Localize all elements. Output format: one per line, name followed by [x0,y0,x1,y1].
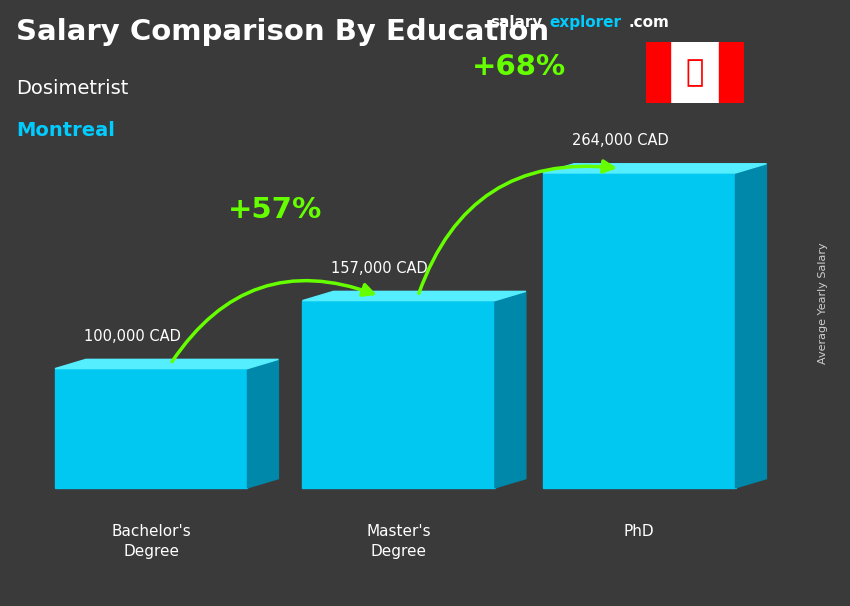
Polygon shape [55,368,247,488]
Text: explorer: explorer [549,15,621,30]
Text: +68%: +68% [472,53,566,81]
Text: Master's
Degree: Master's Degree [366,524,431,559]
Polygon shape [247,359,279,488]
Polygon shape [735,164,767,488]
Text: 264,000 CAD: 264,000 CAD [572,133,668,148]
Text: Dosimetrist: Dosimetrist [16,79,128,98]
Polygon shape [495,291,526,488]
Text: Average Yearly Salary: Average Yearly Salary [819,242,828,364]
Text: Salary Comparison By Education: Salary Comparison By Education [16,18,549,46]
Text: PhD: PhD [624,524,654,539]
Text: Bachelor's
Degree: Bachelor's Degree [111,524,191,559]
Text: salary: salary [490,15,542,30]
Bar [719,42,744,103]
Text: 100,000 CAD: 100,000 CAD [83,329,180,344]
Polygon shape [55,359,279,368]
Polygon shape [303,291,526,301]
Text: .com: .com [628,15,669,30]
Bar [646,42,671,103]
Text: 🍁: 🍁 [686,58,704,87]
Polygon shape [303,301,495,488]
Text: Montreal: Montreal [16,121,115,140]
Polygon shape [543,164,767,173]
Text: 157,000 CAD: 157,000 CAD [331,261,428,276]
Polygon shape [543,173,735,488]
Text: +57%: +57% [228,196,322,224]
